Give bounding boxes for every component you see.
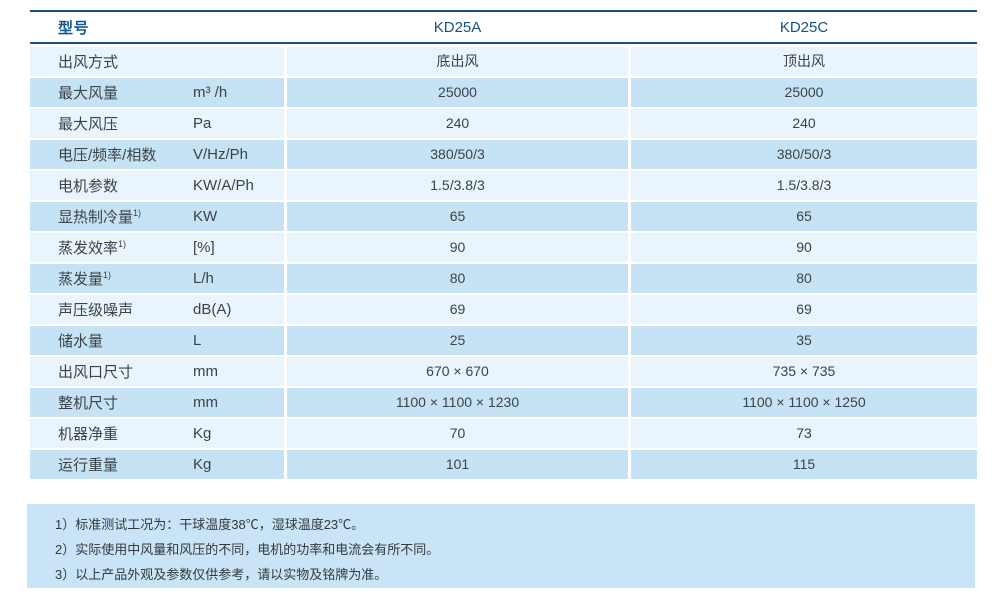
row-value-kd25c: 1.5/3.8/3 xyxy=(631,171,977,200)
row-value-kd25c: 顶出风 xyxy=(631,47,977,76)
row-unit: [%] xyxy=(193,239,215,256)
row-value-kd25a: 底出风 xyxy=(287,47,628,76)
row-label: 整机尺寸 xyxy=(58,395,119,412)
row-value-kd25c: 73 xyxy=(631,419,977,448)
row-label-cell: 运行重量 Kg xyxy=(30,450,284,479)
row-label-cell: 最大风量 m³ /h xyxy=(30,78,284,107)
row-label: 显热制冷量1) xyxy=(58,208,142,226)
row-value-kd25c: 380/50/3 xyxy=(631,140,977,169)
table-top-rule xyxy=(30,10,977,12)
row-value-kd25a: 670 × 670 xyxy=(287,357,628,386)
footnote: 3）以上产品外观及参数仅供参考，请以实物及铭牌为准。 xyxy=(55,567,388,582)
row-unit: mm xyxy=(193,394,218,411)
row-value-kd25a: 25 xyxy=(287,326,628,355)
row-label-cell: 储水量 L xyxy=(30,326,284,355)
row-label: 出风口尺寸 xyxy=(58,364,134,381)
table-row: 电压/频率/相数 V/Hz/Ph 380/50/3 380/50/3 xyxy=(30,140,977,169)
row-label: 最大风压 xyxy=(58,116,119,133)
row-unit: KW/A/Ph xyxy=(193,177,254,194)
footnote: 2）实际使用中风量和风压的不同，电机的功率和电流会有所不同。 xyxy=(55,542,440,557)
row-value-kd25c: 240 xyxy=(631,109,977,138)
header-model-label: 型号 xyxy=(58,19,90,37)
row-label-cell: 机器净重 Kg xyxy=(30,419,284,448)
table-row: 出风口尺寸 mm 670 × 670 735 × 735 xyxy=(30,357,977,386)
row-value-kd25a: 65 xyxy=(287,202,628,231)
table-row: 电机参数 KW/A/Ph 1.5/3.8/3 1.5/3.8/3 xyxy=(30,171,977,200)
spec-table: 型号 KD25A KD25C 出风方式 底出风 顶出风 最大风量 m³ /h 2… xyxy=(30,10,977,481)
row-value-kd25a: 380/50/3 xyxy=(287,140,628,169)
row-value-kd25a: 240 xyxy=(287,109,628,138)
row-unit: L xyxy=(193,332,202,349)
row-label-cell: 最大风压 Pa xyxy=(30,109,284,138)
table-row: 储水量 L 25 35 xyxy=(30,326,977,355)
row-value-kd25c: 65 xyxy=(631,202,977,231)
row-label-cell: 出风方式 xyxy=(30,47,284,76)
row-value-kd25c: 115 xyxy=(631,450,977,479)
table-row: 出风方式 底出风 顶出风 xyxy=(30,47,977,76)
row-value-kd25a: 25000 xyxy=(287,78,628,107)
row-label: 电机参数 xyxy=(58,178,119,195)
table-row: 声压级噪声 dB(A) 69 69 xyxy=(30,295,977,324)
row-unit: Kg xyxy=(193,456,212,473)
row-value-kd25c: 69 xyxy=(631,295,977,324)
row-value-kd25a: 80 xyxy=(287,264,628,293)
header-col-kd25c: KD25C xyxy=(779,18,829,36)
table-row: 蒸发效率1) [%] 90 90 xyxy=(30,233,977,262)
table-row: 最大风量 m³ /h 25000 25000 xyxy=(30,78,977,107)
row-value-kd25a: 70 xyxy=(287,419,628,448)
row-value-kd25c: 1100 × 1100 × 1250 xyxy=(631,388,977,417)
row-label-cell: 蒸发量1) L/h xyxy=(30,264,284,293)
header-col-kd25a: KD25A xyxy=(433,18,482,36)
row-value-kd25c: 25000 xyxy=(631,78,977,107)
row-label-cell: 电机参数 KW/A/Ph xyxy=(30,171,284,200)
row-label: 蒸发效率1) xyxy=(58,239,127,257)
row-label-cell: 出风口尺寸 mm xyxy=(30,357,284,386)
table-header-row: 型号 KD25A KD25C xyxy=(30,12,977,42)
table-row: 整机尺寸 mm 1100 × 1100 × 1230 1100 × 1100 ×… xyxy=(30,388,977,417)
row-unit: L/h xyxy=(193,270,214,287)
table-body: 出风方式 底出风 顶出风 最大风量 m³ /h 25000 25000 最大风压… xyxy=(30,47,977,479)
header-bottom-rule xyxy=(30,42,977,44)
row-unit: KW xyxy=(193,208,218,225)
row-label-cell: 显热制冷量1) KW xyxy=(30,202,284,231)
table-row: 运行重量 Kg 101 115 xyxy=(30,450,977,479)
footnote: 1）标准测试工况为：干球温度38℃，湿球温度23℃。 xyxy=(55,517,365,532)
row-unit: Kg xyxy=(193,425,212,442)
row-label: 储水量 xyxy=(58,333,104,350)
row-label: 运行重量 xyxy=(58,457,119,474)
row-label-cell: 声压级噪声 dB(A) xyxy=(30,295,284,324)
footnotes-block: 1）标准测试工况为：干球温度38℃，湿球温度23℃。 2）实际使用中风量和风压的… xyxy=(27,504,975,588)
row-value-kd25c: 80 xyxy=(631,264,977,293)
row-label: 蒸发量1) xyxy=(58,270,112,288)
row-label: 电压/频率/相数 xyxy=(58,147,157,164)
table-row: 机器净重 Kg 70 73 xyxy=(30,419,977,448)
row-unit: V/Hz/Ph xyxy=(193,146,249,163)
row-label-cell: 电压/频率/相数 V/Hz/Ph xyxy=(30,140,284,169)
row-unit: m³ /h xyxy=(193,84,228,101)
row-unit: dB(A) xyxy=(193,301,232,318)
row-value-kd25a: 90 xyxy=(287,233,628,262)
row-unit: Pa xyxy=(193,115,212,132)
row-value-kd25c: 735 × 735 xyxy=(631,357,977,386)
row-label: 出风方式 xyxy=(58,54,119,71)
table-row: 显热制冷量1) KW 65 65 xyxy=(30,202,977,231)
row-value-kd25a: 1100 × 1100 × 1230 xyxy=(287,388,628,417)
table-row: 蒸发量1) L/h 80 80 xyxy=(30,264,977,293)
row-value-kd25a: 1.5/3.8/3 xyxy=(287,171,628,200)
row-value-kd25a: 69 xyxy=(287,295,628,324)
row-label: 声压级噪声 xyxy=(58,302,134,319)
row-label: 机器净重 xyxy=(58,426,119,443)
row-value-kd25c: 35 xyxy=(631,326,977,355)
row-label-cell: 整机尺寸 mm xyxy=(30,388,284,417)
row-label-cell: 蒸发效率1) [%] xyxy=(30,233,284,262)
row-value-kd25a: 101 xyxy=(287,450,628,479)
row-value-kd25c: 90 xyxy=(631,233,977,262)
table-row: 最大风压 Pa 240 240 xyxy=(30,109,977,138)
row-label: 最大风量 xyxy=(58,85,119,102)
row-unit: mm xyxy=(193,363,218,380)
